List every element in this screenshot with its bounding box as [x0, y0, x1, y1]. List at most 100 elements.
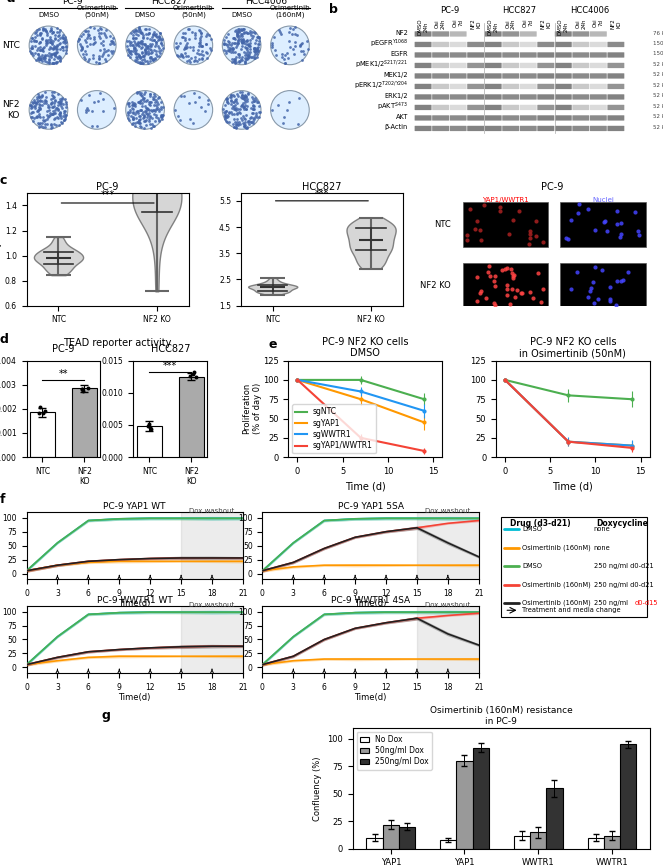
Ellipse shape	[222, 26, 261, 65]
FancyBboxPatch shape	[555, 115, 572, 120]
Text: NF2
KO: NF2 KO	[611, 18, 621, 29]
FancyBboxPatch shape	[520, 94, 536, 100]
FancyBboxPatch shape	[414, 115, 432, 120]
Y-axis label: Confluency (%): Confluency (%)	[313, 756, 322, 821]
FancyBboxPatch shape	[503, 115, 519, 120]
Ellipse shape	[29, 26, 68, 65]
FancyBboxPatch shape	[607, 94, 625, 100]
X-axis label: Time (d): Time (d)	[552, 481, 593, 491]
Text: pAKT$^{S473}$: pAKT$^{S473}$	[377, 100, 408, 113]
Bar	[417, 512, 479, 579]
Text: 52 kDa: 52 kDa	[653, 73, 663, 77]
Text: ***: ***	[101, 191, 115, 201]
FancyBboxPatch shape	[467, 84, 484, 89]
Text: Osimertinib (160nM): Osimertinib (160nM)	[522, 600, 591, 606]
Bar	[440, 840, 456, 849]
Text: Osi
24h: Osi 24h	[575, 18, 586, 29]
Point	[143, 417, 154, 431]
Text: 250 ng/ml: 250 ng/ml	[593, 600, 630, 606]
FancyBboxPatch shape	[450, 126, 467, 131]
Bar	[530, 832, 546, 849]
Text: DMSO: DMSO	[522, 526, 542, 532]
FancyBboxPatch shape	[432, 126, 449, 131]
FancyBboxPatch shape	[414, 105, 432, 110]
FancyBboxPatch shape	[432, 84, 449, 89]
FancyBboxPatch shape	[520, 84, 536, 89]
FancyBboxPatch shape	[503, 52, 519, 58]
Text: 52 kDa: 52 kDa	[653, 62, 663, 67]
Bar	[417, 606, 479, 673]
FancyBboxPatch shape	[414, 52, 432, 58]
Ellipse shape	[126, 91, 164, 129]
Bar	[367, 837, 383, 849]
FancyBboxPatch shape	[414, 126, 432, 131]
FancyBboxPatch shape	[432, 94, 449, 100]
FancyBboxPatch shape	[450, 31, 467, 36]
FancyBboxPatch shape	[432, 105, 449, 110]
Text: g: g	[101, 709, 110, 722]
Text: d: d	[0, 333, 9, 346]
Point	[34, 406, 44, 420]
Text: Osi
7d: Osi 7d	[593, 18, 604, 27]
Point	[78, 384, 89, 397]
FancyBboxPatch shape	[520, 63, 536, 68]
FancyBboxPatch shape	[590, 31, 607, 36]
Text: β-Actin: β-Actin	[385, 125, 408, 131]
Text: d0-d15: d0-d15	[634, 600, 658, 606]
FancyBboxPatch shape	[432, 42, 449, 47]
FancyBboxPatch shape	[572, 126, 589, 131]
X-axis label: Time(d): Time(d)	[355, 693, 387, 702]
FancyBboxPatch shape	[485, 126, 502, 131]
Text: c: c	[0, 174, 7, 187]
Text: f: f	[0, 494, 5, 507]
FancyBboxPatch shape	[555, 42, 572, 47]
Text: NTC: NTC	[2, 41, 20, 50]
Text: Nuclei: Nuclei	[592, 197, 614, 204]
Title: Osimertinib (160nM) resistance
in PC-9: Osimertinib (160nM) resistance in PC-9	[430, 707, 573, 726]
FancyBboxPatch shape	[537, 84, 554, 89]
FancyBboxPatch shape	[520, 52, 536, 58]
FancyBboxPatch shape	[467, 126, 484, 131]
Ellipse shape	[271, 26, 309, 65]
FancyBboxPatch shape	[572, 63, 589, 68]
FancyBboxPatch shape	[607, 74, 625, 79]
FancyBboxPatch shape	[414, 74, 432, 79]
Text: pERK1/2$^{T202/Y204}$: pERK1/2$^{T202/Y204}$	[353, 80, 408, 92]
FancyBboxPatch shape	[537, 52, 554, 58]
FancyBboxPatch shape	[467, 115, 484, 120]
FancyBboxPatch shape	[555, 31, 572, 36]
FancyBboxPatch shape	[572, 42, 589, 47]
Ellipse shape	[222, 91, 261, 129]
FancyBboxPatch shape	[537, 126, 554, 131]
FancyBboxPatch shape	[414, 31, 432, 36]
Text: EGFR: EGFR	[391, 51, 408, 57]
Text: Osi
24h: Osi 24h	[435, 18, 446, 29]
Text: NF2
KO: NF2 KO	[3, 100, 20, 120]
Ellipse shape	[126, 26, 164, 65]
FancyBboxPatch shape	[520, 105, 536, 110]
FancyBboxPatch shape	[537, 74, 554, 79]
Text: ERK1/2: ERK1/2	[385, 93, 408, 99]
Ellipse shape	[174, 91, 213, 129]
Text: Osi
7d: Osi 7d	[523, 18, 534, 27]
FancyBboxPatch shape	[520, 115, 536, 120]
FancyBboxPatch shape	[555, 126, 572, 131]
FancyBboxPatch shape	[590, 42, 607, 47]
FancyBboxPatch shape	[485, 115, 502, 120]
Text: DMSO: DMSO	[231, 12, 252, 18]
Text: DMSO: DMSO	[38, 12, 59, 18]
Text: pMEK1/2$^{S217/221}$: pMEK1/2$^{S217/221}$	[355, 58, 408, 71]
FancyBboxPatch shape	[450, 115, 467, 120]
Text: pEGFR$^{Y1068}$: pEGFR$^{Y1068}$	[370, 37, 408, 49]
Bar	[456, 761, 473, 849]
Point	[188, 367, 198, 381]
FancyBboxPatch shape	[590, 52, 607, 58]
Legend: sgNTC, sgYAP1, sgWWTR1, sgYAP1/WWTR1: sgNTC, sgYAP1, sgWWTR1, sgYAP1/WWTR1	[292, 404, 376, 453]
Point	[189, 365, 200, 379]
Text: DMSO
24h: DMSO 24h	[418, 18, 428, 36]
Text: 250 ng/ml d0-d21: 250 ng/ml d0-d21	[593, 563, 653, 569]
FancyBboxPatch shape	[572, 84, 589, 89]
FancyBboxPatch shape	[520, 31, 536, 36]
Text: NF2: NF2	[395, 30, 408, 36]
FancyBboxPatch shape	[432, 63, 449, 68]
